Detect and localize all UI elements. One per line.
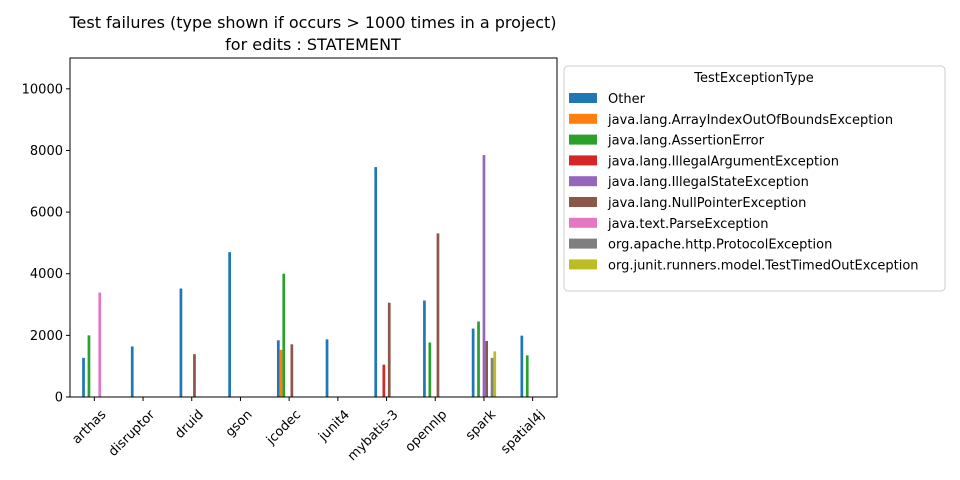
bar-mybatis-3-5 <box>387 302 391 397</box>
legend-swatch <box>569 238 597 249</box>
bar-opennlp-2 <box>428 342 432 397</box>
y-tick-label: 10000 <box>22 82 63 97</box>
bar-spatial4j-2 <box>525 355 529 397</box>
legend-frame <box>563 65 946 292</box>
legend-label: Other <box>608 92 646 107</box>
bar-jcodec-0 <box>276 340 280 397</box>
bar-opennlp-5 <box>436 233 440 397</box>
legend-label: java.lang.IllegalArgumentException <box>607 154 839 169</box>
legend-label: java.lang.NullPointerException <box>607 196 806 211</box>
legend-swatch <box>569 155 597 166</box>
y-tick-label: 2000 <box>30 329 63 344</box>
bar-jcodec-2 <box>282 273 286 397</box>
bar-arthas-0 <box>82 357 85 397</box>
x-tick-label: mybatis-3 <box>345 407 402 464</box>
legend-label: java.text.ParseException <box>607 217 768 232</box>
legend-swatch <box>569 134 597 145</box>
bar-mybatis-3-0 <box>374 167 378 397</box>
y-tick-label: 8000 <box>30 144 63 159</box>
x-tick-label: spark <box>463 407 499 443</box>
bar-junit4-0 <box>325 339 329 397</box>
axes-frame <box>69 57 558 398</box>
bar-gson-0 <box>228 252 231 397</box>
bar-spatial4j-0 <box>520 335 524 397</box>
legend-swatch <box>569 217 597 228</box>
plot-area <box>69 57 558 398</box>
chart-title: Test failures (type shown if occurs > 10… <box>68 13 556 32</box>
legend-label: org.junit.runners.model.TestTimedOutExce… <box>608 258 919 273</box>
x-tick-label: arthas <box>70 407 110 447</box>
bar-druid-0 <box>179 288 183 397</box>
bar-druid-5 <box>193 354 196 397</box>
legend-label: java.lang.AssertionError <box>607 134 765 149</box>
chart-subtitle: for edits : STATEMENT <box>225 35 401 54</box>
bar-spark-8 <box>493 351 497 397</box>
bar-opennlp-0 <box>423 300 426 397</box>
y-tick-label: 6000 <box>30 206 63 221</box>
bar-spark-0 <box>471 328 475 397</box>
bar-arthas-2 <box>87 335 91 397</box>
bar-mybatis-3-3 <box>382 364 386 397</box>
x-tick-label: jcodec <box>263 407 304 448</box>
x-tick-label: junit4 <box>315 407 353 445</box>
bar-jcodec-1 <box>279 349 283 397</box>
legend-swatch <box>569 176 597 187</box>
x-tick-label: druid <box>172 407 206 441</box>
bar-spark-7 <box>490 357 494 397</box>
bar-arthas-6 <box>98 292 102 397</box>
legend-swatch <box>569 197 597 207</box>
legend-swatch <box>569 93 597 103</box>
bar-disruptor-0 <box>130 346 134 397</box>
legend-label: org.apache.http.ProtocolException <box>608 238 832 253</box>
legend-label: java.lang.IllegalStateException <box>607 175 809 190</box>
y-tick-label: 4000 <box>30 267 63 282</box>
y-axis: 0 2000 4000 6000 8000 10000 <box>22 82 70 406</box>
bar-spark-5 <box>485 340 489 397</box>
legend-swatch <box>569 259 597 270</box>
bar-jcodec-5 <box>290 344 294 397</box>
bar-spark-4 <box>482 155 486 397</box>
y-tick-label: 0 <box>55 391 63 406</box>
x-tick-label: spatial4j <box>498 407 548 457</box>
bar-spark-2 <box>477 321 480 397</box>
x-tick-label: disruptor <box>106 407 159 460</box>
x-tick-label: opennlp <box>403 407 451 455</box>
legend: TestExceptionType Other java.lang.ArrayIn… <box>563 65 946 292</box>
x-tick-label: gson <box>223 407 256 440</box>
legend-label: java.lang.ArrayIndexOutOfBoundsException <box>607 113 893 128</box>
legend-swatch <box>569 113 597 124</box>
legend-title: TestExceptionType <box>693 71 813 86</box>
